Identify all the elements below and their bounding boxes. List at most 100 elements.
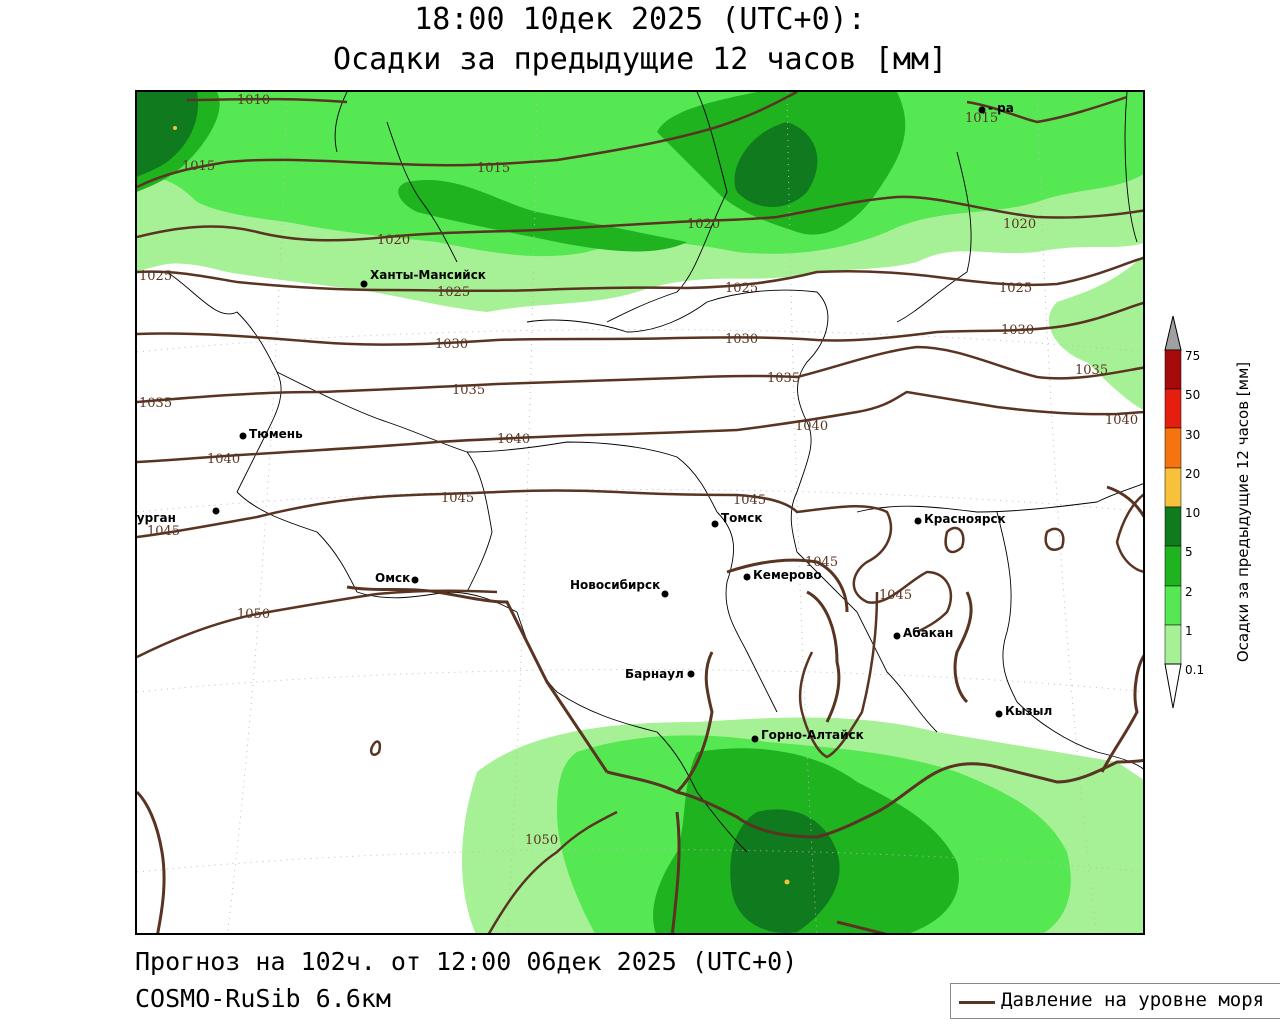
city-label: Тюмень [249, 427, 303, 441]
colorbar-over-triangle [1164, 315, 1182, 351]
city-dot [995, 710, 1003, 718]
colorbar-tick-label: 1 [1185, 624, 1193, 638]
isobar-1030 [137, 301, 1143, 346]
city-tomsk: Томск [711, 511, 763, 528]
isobar-1020 [137, 195, 1143, 242]
precip-spot-yellow [784, 879, 790, 885]
colorbar-bin-30-50 [1164, 388, 1182, 429]
precip-north-darkest [137, 92, 818, 207]
isobar-label: 1020 [1003, 217, 1036, 232]
isobar-label: 1025 [725, 281, 758, 296]
city-label: - ра [988, 101, 1014, 115]
isobar-legend-swatch [959, 1001, 995, 1004]
admin-borders [166, 92, 1143, 853]
isobar-label: 1040 [1105, 413, 1138, 428]
isobar-label: 1045 [879, 588, 912, 603]
isobar-1045-south [798, 591, 879, 759]
precip-south-darkest [730, 809, 840, 933]
isobar-label: 1045 [733, 493, 766, 508]
isobar-label: 1025 [999, 281, 1032, 296]
city-novosibirsk: Новосибирск [570, 578, 669, 598]
colorbar-title: Осадки за предыдущие 12 часов [мм] [1234, 361, 1252, 663]
cities: Ханты-Мансийск Тюмень Курган Омск Новоси… [137, 101, 1052, 743]
city-dot [743, 573, 751, 581]
city-kyzyl: Кызыл [995, 704, 1052, 718]
colorbar-tick-label: 2 [1185, 585, 1193, 599]
city-label: Новосибирск [570, 578, 660, 592]
isobar-label: 1015 [477, 161, 510, 176]
city-label: Барнаул [625, 667, 684, 681]
city-label: Абакан [903, 626, 953, 640]
isobar-1025 [137, 256, 1143, 293]
isobar-1035 [137, 345, 1143, 404]
colorbar-tick-label: 75 [1185, 349, 1200, 363]
city-dot [893, 632, 901, 640]
isobar-label: 1040 [497, 432, 530, 447]
map-title-time: 18:00 10дек 2025 (UTC+0): [414, 2, 866, 37]
isobar-label: 1010 [237, 93, 270, 108]
isobar-label: 1015 [182, 159, 215, 174]
city-dot [978, 106, 986, 114]
city-dot [914, 517, 922, 525]
city-dot [711, 520, 719, 528]
city-omsk: Омск [375, 571, 419, 585]
city-dot [239, 432, 247, 440]
isobar-label: 1045 [147, 524, 180, 539]
isobar-1015-ne [966, 95, 1128, 124]
isobar-label: 1015 [965, 111, 998, 126]
isobars [137, 92, 1143, 933]
isobar-label: 1035 [1075, 363, 1108, 378]
isobar-1045 [137, 489, 953, 634]
pressure-legend-label: Давление на уровне моря [1001, 989, 1265, 1011]
isobar-label: 1050 [237, 607, 270, 622]
isobar-label: 1020 [377, 233, 410, 248]
colorbar-tick-label: 50 [1185, 388, 1200, 402]
colorbar-bin-50-75 [1164, 349, 1182, 390]
colorbar-tick-label: 30 [1185, 428, 1200, 442]
isobar-label: 1045 [441, 491, 474, 506]
isobar-label: 1035 [767, 371, 800, 386]
city-label: Кызыл [1005, 704, 1052, 718]
city-dot [751, 735, 759, 743]
city-khanty-mansiysk: Ханты-Мансийск [360, 268, 486, 288]
precip-north-dark [137, 92, 906, 252]
colorbar-bin-20-30 [1164, 427, 1182, 469]
colorbar-tick-label: 10 [1185, 506, 1200, 520]
isobar-label: 1025 [437, 285, 470, 300]
colorbar-bin-2-5 [1164, 545, 1182, 587]
state-border [137, 485, 1143, 933]
isobar-label: 1035 [139, 396, 172, 411]
city-label: Кемерово [753, 568, 822, 582]
colorbar-bin-01-1 [1164, 624, 1182, 665]
isobar-ring-east2 [1044, 527, 1065, 551]
city-gorno-altaysk: Горно-Алтайск [751, 728, 864, 743]
city-dot [212, 507, 220, 515]
city-label: Горно-Алтайск [761, 728, 864, 742]
isobar-label: 1040 [795, 419, 828, 434]
colorbar-tick-label: 0.1 [1185, 663, 1204, 677]
precip-east-light [1048, 255, 1143, 410]
isobar-1040 [137, 390, 1143, 464]
city-label: Ханты-Мансийск [370, 268, 486, 282]
pressure-legend: Давление на уровне моря [950, 983, 1280, 1019]
city-label: Красноярск [924, 512, 1006, 526]
city-abakan: Абакан [893, 626, 953, 640]
city-label: Томск [721, 511, 763, 525]
city-barnaul: Барнаул [625, 667, 695, 681]
isobar-1010 [186, 97, 348, 104]
precip-colorbar: 75 50 30 20 10 5 2 1 0.1 [1164, 315, 1204, 709]
colorbar-tick-label: 5 [1185, 545, 1193, 559]
isobar-east-edge [1115, 493, 1143, 573]
map-canvas: 1010 1015 1015 1015 1020 1020 1020 1025 … [137, 92, 1143, 933]
model-info: COSMO-RuSib 6.6км [135, 984, 391, 1013]
isobar-label: 1030 [435, 337, 468, 352]
precip-spot-yellow-north [173, 126, 177, 130]
city-label: Курган [137, 511, 176, 525]
isobar-1015 [137, 92, 798, 189]
city-label: Омск [375, 571, 410, 585]
colorbar-under-triangle [1164, 663, 1182, 709]
colorbar-bin-10-20 [1164, 467, 1182, 508]
isobar-ring-east [944, 526, 965, 554]
city-dot [360, 280, 368, 288]
isobar-label: 1050 [525, 833, 558, 848]
